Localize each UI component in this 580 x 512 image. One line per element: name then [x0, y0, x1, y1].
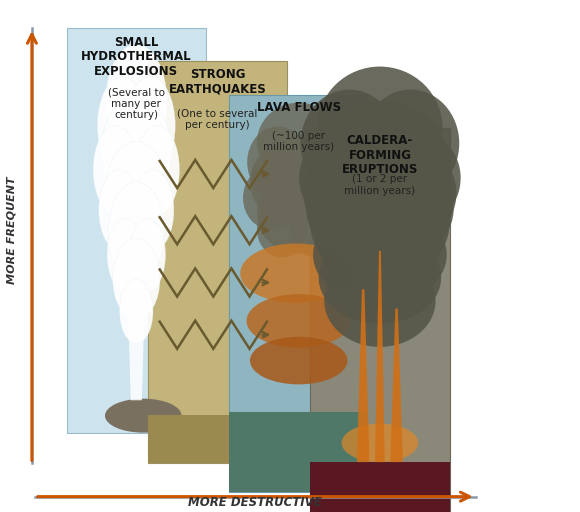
Ellipse shape [313, 205, 447, 305]
Ellipse shape [113, 239, 160, 319]
Ellipse shape [310, 101, 450, 224]
Text: (One to several
per century): (One to several per century) [177, 109, 258, 130]
Ellipse shape [129, 218, 165, 291]
Text: MORE DESTRUCTIVE: MORE DESTRUCTIVE [188, 497, 322, 509]
Ellipse shape [303, 132, 456, 255]
Bar [229, 412, 368, 492]
Ellipse shape [318, 231, 441, 324]
Bar [148, 415, 287, 463]
Ellipse shape [342, 424, 418, 462]
Ellipse shape [257, 202, 307, 258]
Text: SMALL
HYDROTHERMAL
EXPLOSIONS: SMALL HYDROTHERMAL EXPLOSIONS [81, 36, 191, 78]
Ellipse shape [257, 102, 340, 182]
Ellipse shape [102, 97, 171, 202]
Ellipse shape [373, 201, 443, 278]
Text: MORE FREQUENT: MORE FREQUENT [6, 177, 17, 284]
Bar [310, 462, 450, 512]
Text: CALDERA-
FORMING
ERUPTIONS: CALDERA- FORMING ERUPTIONS [342, 134, 418, 176]
Ellipse shape [317, 201, 387, 278]
Ellipse shape [291, 202, 340, 258]
Ellipse shape [97, 77, 147, 174]
Ellipse shape [108, 182, 164, 279]
Polygon shape [357, 289, 369, 462]
Ellipse shape [300, 90, 398, 197]
Ellipse shape [106, 45, 167, 158]
Ellipse shape [119, 279, 153, 344]
Polygon shape [128, 303, 144, 400]
Ellipse shape [317, 67, 443, 189]
Ellipse shape [250, 138, 347, 226]
Ellipse shape [250, 337, 347, 385]
Polygon shape [375, 251, 385, 462]
Text: (1 or 2 per
million years): (1 or 2 per million years) [345, 174, 415, 196]
Text: (~100 per
million years): (~100 per million years) [263, 131, 334, 152]
Bar [67, 28, 206, 433]
Ellipse shape [377, 132, 461, 224]
Bar [229, 95, 368, 492]
Ellipse shape [243, 166, 299, 230]
Ellipse shape [289, 126, 350, 198]
Text: (Several to
many per
century): (Several to many per century) [108, 87, 165, 120]
Text: LAVA FLOWS: LAVA FLOWS [256, 101, 341, 114]
Ellipse shape [132, 170, 174, 250]
Ellipse shape [257, 174, 340, 253]
Ellipse shape [299, 166, 354, 230]
Ellipse shape [135, 125, 179, 214]
Ellipse shape [299, 132, 383, 224]
Ellipse shape [246, 294, 351, 348]
Polygon shape [390, 308, 403, 462]
Ellipse shape [247, 126, 309, 198]
Ellipse shape [106, 141, 167, 239]
Ellipse shape [362, 90, 459, 197]
Ellipse shape [240, 244, 351, 303]
Ellipse shape [93, 125, 137, 214]
Ellipse shape [105, 399, 182, 433]
Bar [148, 61, 287, 463]
Ellipse shape [107, 218, 143, 291]
Ellipse shape [376, 166, 454, 251]
Ellipse shape [324, 254, 436, 347]
Ellipse shape [99, 170, 140, 250]
Ellipse shape [310, 166, 450, 282]
Ellipse shape [306, 166, 384, 251]
Text: STRONG
EARTHQUAKES: STRONG EARTHQUAKES [169, 68, 266, 95]
Ellipse shape [125, 77, 175, 174]
Bar [310, 128, 450, 512]
